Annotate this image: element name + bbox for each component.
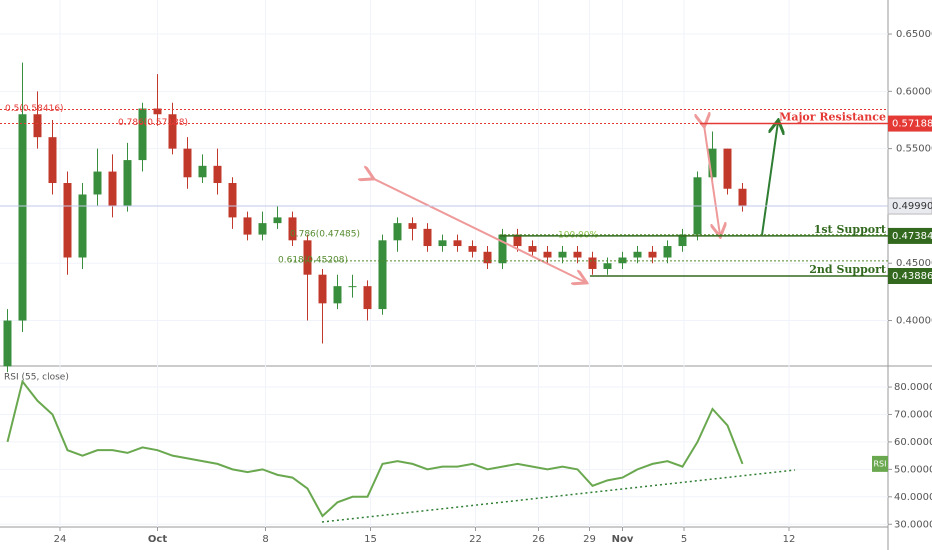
price-tag xyxy=(888,268,932,285)
x-tick-label: Nov xyxy=(612,534,634,545)
candle-body xyxy=(633,251,642,258)
arrow xyxy=(704,125,720,235)
candle-body xyxy=(738,188,747,206)
x-tick-label: 5 xyxy=(681,534,687,545)
x-tick-label: 22 xyxy=(469,534,482,545)
y-tick-label: 80.0000 xyxy=(894,382,932,393)
candle-body xyxy=(663,246,672,258)
candle-body xyxy=(423,228,432,247)
x-tick-label: 12 xyxy=(783,534,796,545)
candle-body xyxy=(318,274,327,304)
candle-body xyxy=(228,183,237,218)
price-tag xyxy=(888,115,932,132)
candle-body xyxy=(723,148,732,189)
x-tick-label: 8 xyxy=(262,534,268,545)
grid xyxy=(0,0,888,527)
fib-label: 0.618(0.45208) xyxy=(278,255,348,265)
key-level-name: Major Resistance xyxy=(779,111,886,124)
rsi-title: RSI (55, close) xyxy=(4,373,69,383)
arrow xyxy=(372,178,585,282)
price-tag xyxy=(887,197,932,215)
price-tag-label: 0.49990 xyxy=(892,201,932,212)
candle-body xyxy=(648,251,657,258)
candle-body xyxy=(558,251,567,258)
candle-body xyxy=(678,234,687,247)
y-tick-label: 40.0000 xyxy=(894,492,932,503)
candle-body xyxy=(33,114,42,138)
price-tag-label: 0.57188 xyxy=(892,119,932,130)
annotations xyxy=(321,122,796,523)
candle-body xyxy=(108,171,117,206)
fib-label: 0.5(0.58416) xyxy=(5,104,64,114)
fib-label: 0.786(0.47485) xyxy=(290,229,360,239)
candle-body xyxy=(258,223,267,235)
candle-body xyxy=(303,240,312,275)
price-tag-label: 0.43886 xyxy=(892,271,932,282)
candle-body xyxy=(348,286,357,288)
candle-body xyxy=(483,251,492,264)
price-tag-label: 0.47384 xyxy=(892,231,932,242)
candle-body xyxy=(153,108,162,115)
candle-body xyxy=(573,251,582,258)
candle-body xyxy=(588,257,597,269)
candle-body xyxy=(438,240,447,247)
key-level-name: 1st Support xyxy=(814,223,887,236)
candle-body xyxy=(468,246,477,252)
key-level-name: 2nd Support xyxy=(809,263,887,276)
y-tick-label: 30.0000 xyxy=(894,519,932,530)
fib-label: 0.786(0.57188) xyxy=(118,118,188,128)
candle-body xyxy=(168,114,177,149)
y-tick-label: 50.0000 xyxy=(894,464,932,475)
rsi-line xyxy=(6,379,744,518)
candle-body xyxy=(543,251,552,258)
candle-body xyxy=(63,183,72,258)
candle-body xyxy=(333,286,342,304)
candle-body xyxy=(363,286,372,310)
candle-body xyxy=(453,240,462,247)
candle-body xyxy=(498,234,507,264)
candle-body xyxy=(93,171,102,195)
candle-body xyxy=(288,217,297,241)
rsi-tag xyxy=(872,455,888,472)
candle-body xyxy=(393,223,402,241)
candle-body xyxy=(528,246,537,252)
candle-body xyxy=(243,217,252,235)
x-tick-label: 24 xyxy=(54,534,67,545)
candle-body xyxy=(273,217,282,224)
y-tick-label: 60.0000 xyxy=(894,437,932,448)
candle-body xyxy=(198,165,207,178)
x-tick-label: 29 xyxy=(583,534,596,545)
candle-body xyxy=(378,240,387,310)
candle-body xyxy=(123,160,132,206)
price-tag xyxy=(888,227,932,244)
x-tick-label: 15 xyxy=(364,534,377,545)
candle-body xyxy=(183,148,192,178)
candle-body xyxy=(48,137,57,184)
candle-body xyxy=(408,223,417,229)
candle-body xyxy=(138,108,147,161)
x-tick-label: 26 xyxy=(532,534,545,545)
rsi-tag-label: RSI xyxy=(874,459,887,468)
candle-body xyxy=(78,194,87,258)
candle-body xyxy=(3,320,12,367)
candle-body xyxy=(213,165,222,184)
candle-body xyxy=(18,114,27,321)
candle-body xyxy=(603,263,612,269)
rsi-trendline xyxy=(321,469,796,523)
x-tick-label: Oct xyxy=(148,534,167,545)
y-tick-label: 0.65000 xyxy=(896,29,932,40)
y-tick-label: 70.0000 xyxy=(894,409,932,420)
arrow xyxy=(761,122,778,236)
